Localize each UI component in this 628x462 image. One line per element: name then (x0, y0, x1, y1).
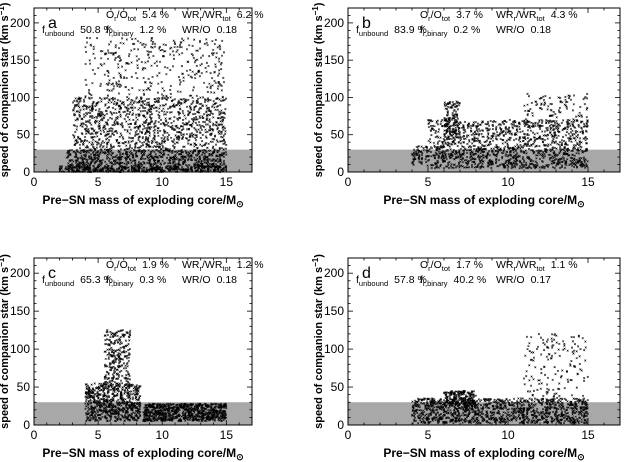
scatter-points-cloud-1 (84, 382, 142, 423)
scatter-points-cloud-1 (411, 144, 589, 170)
y-tick-label: 0 (337, 418, 344, 432)
y-tick-label: 100 (10, 90, 30, 104)
y-tick-label: 150 (10, 304, 30, 318)
stat-text: WRr/WRtot 1.1 % (496, 259, 578, 273)
panel-label: b (362, 15, 371, 32)
stat-text: funbound 50.8 % (42, 24, 113, 38)
stat-text: WR/O 0.18 (182, 274, 237, 286)
x-axis-label: Pre−SN mass of exploding core/M⊙ (383, 446, 584, 462)
y-tick-label: 50 (331, 380, 345, 394)
x-tick-label: 5 (95, 175, 102, 189)
stat-text: funbound 65.3 % (42, 274, 113, 288)
stat-text: funbound 83.9 % (356, 24, 427, 38)
x-tick-label: 0 (31, 428, 38, 442)
y-tick-label: 150 (324, 304, 344, 318)
stat-text: Or/Otot 1.9 % (106, 259, 169, 273)
y-tick-label: 200 (324, 16, 344, 30)
stat-text: fr,binary 0.2 % (420, 24, 480, 38)
x-tick-label: 15 (581, 428, 595, 442)
y-axis-label: speed of companion star (km s−1) (311, 254, 325, 429)
panel-label: a (48, 15, 57, 32)
y-tick-label: 50 (17, 380, 31, 394)
x-tick-label: 15 (220, 175, 234, 189)
y-axis-label: speed of companion star (km s−1) (0, 2, 11, 177)
x-axis-label: Pre−SN mass of exploding core/M⊙ (42, 193, 243, 209)
x-axis-label: Pre−SN mass of exploding core/M⊙ (383, 193, 584, 209)
x-tick-label: 10 (156, 175, 170, 189)
scatter-points-cloud-2 (442, 389, 477, 407)
scatter-points-cloud-3 (443, 100, 461, 144)
panel-label: d (362, 265, 371, 282)
x-tick-label: 15 (220, 428, 234, 442)
plot-frame (347, 7, 621, 173)
x-tick-label: 10 (501, 428, 515, 442)
y-axis-label: speed of companion star (km s−1) (311, 2, 325, 177)
stat-text: funbound 57.8 % (356, 274, 427, 288)
y-axis-label: speed of companion star (km s−1) (0, 254, 11, 429)
y-tick-label: 100 (10, 342, 30, 356)
stat-text: WR/O 0.17 (496, 274, 551, 286)
x-tick-label: 5 (95, 428, 102, 442)
x-tick-label: 0 (345, 175, 352, 189)
y-tick-label: 50 (331, 128, 345, 142)
y-tick-label: 150 (324, 53, 344, 67)
stat-text: Or/Otot 1.7 % (420, 259, 483, 273)
scatter-points-cloud-4 (523, 92, 589, 129)
y-tick-label: 0 (23, 418, 30, 432)
stat-text: WRr/WRtot 1.2 % (182, 259, 264, 273)
x-tick-label: 0 (345, 428, 352, 442)
stat-text: WR/O 0.18 (182, 24, 237, 36)
y-tick-label: 100 (324, 90, 344, 104)
y-tick-label: 150 (10, 53, 30, 67)
stat-text: WRr/WRtot 4.3 % (496, 9, 578, 23)
panel-label: c (48, 265, 56, 282)
x-tick-label: 10 (156, 428, 170, 442)
scatter-points-cloud-3 (522, 333, 589, 399)
y-tick-label: 200 (10, 16, 30, 30)
stat-text: fr,binary 1.2 % (106, 24, 166, 38)
stat-text: WR/O 0.18 (496, 24, 551, 36)
scatter-points-cloud-3 (142, 402, 228, 423)
x-tick-label: 5 (425, 428, 432, 442)
x-tick-label: 15 (581, 175, 595, 189)
scatter-points-cloud-1 (411, 397, 589, 425)
stat-text: fr,binary 0.3 % (106, 274, 166, 288)
stat-text: Or/Otot 5.4 % (106, 9, 169, 23)
y-tick-label: 100 (324, 342, 344, 356)
x-tick-label: 0 (31, 175, 38, 189)
y-tick-label: 0 (23, 165, 30, 179)
x-tick-label: 10 (501, 175, 515, 189)
x-axis-label: Pre−SN mass of exploding core/M⊙ (42, 446, 243, 462)
y-tick-label: 200 (324, 266, 344, 280)
stat-text: Or/Otot 3.7 % (420, 9, 483, 23)
scatter-points-cloud-2 (72, 96, 228, 151)
scatter-points-cloud-3 (84, 36, 226, 99)
y-tick-label: 50 (17, 128, 31, 142)
y-tick-label: 200 (10, 266, 30, 280)
scatter-points-cloud-2 (103, 329, 132, 384)
y-tick-label: 0 (337, 165, 344, 179)
stat-text: WRr/WRtot 6.2 % (182, 9, 264, 23)
stat-text: fr,binary 40.2 % (420, 274, 486, 288)
x-tick-label: 5 (425, 175, 432, 189)
